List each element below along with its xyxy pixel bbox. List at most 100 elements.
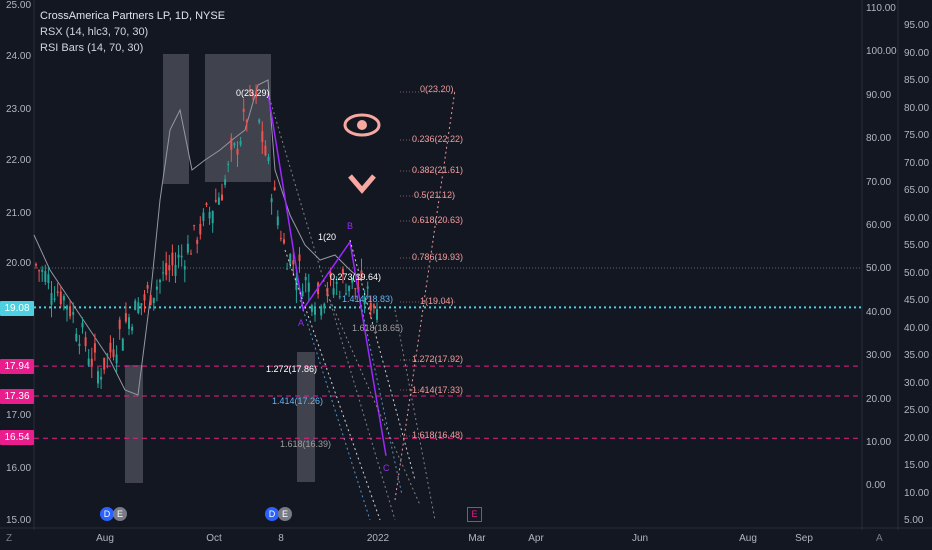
candle-64 [230,133,233,163]
fib-left-label: 1.618(16.39) [280,439,332,449]
candle-body [100,376,103,380]
candle-body [69,306,72,317]
fib-right-label: 1(19.04) [420,296,454,306]
candle-body [372,304,375,308]
time-tick[interactable]: Aug [96,533,114,544]
time-tick[interactable]: Mar [468,533,486,544]
candle-43 [165,251,168,281]
elliott-wave-path [267,92,387,456]
candle-body [87,358,90,366]
candle-103 [351,277,354,290]
candle-body [304,276,307,281]
fib-right-label: 0.786(19.93) [412,252,464,262]
candle-body [112,349,115,357]
candle-44 [168,254,171,283]
candle-body [248,89,251,93]
corner-left[interactable]: Z [6,533,13,544]
candle-23 [103,357,106,375]
candle-body [155,286,158,290]
candle-25 [109,335,112,359]
candle-58 [211,210,214,233]
candle-75 [264,140,267,157]
candle-16 [81,317,84,334]
candle-body [47,274,50,284]
rsi-zone-box-4 [297,352,315,482]
time-tick[interactable]: Jun [631,533,649,544]
candle-87 [301,283,304,297]
projection-line-5 [349,239,416,481]
candle-body [230,138,233,150]
candle-body [298,254,301,261]
candle-body [53,298,56,300]
candle-body [41,269,44,272]
time-tick[interactable]: Sep [795,533,813,544]
candle-56 [205,202,208,208]
candle-81 [283,232,285,245]
candle-body [326,287,329,297]
candle-body [190,253,192,255]
candle-27 [115,345,118,373]
candle-body [307,282,310,292]
time-tick[interactable]: 8 [278,533,284,544]
candle-body [363,301,366,305]
rsx-tick: 20.00 [866,393,892,405]
candle-6 [50,281,53,318]
candle-body [354,288,357,290]
candle-body [369,302,372,311]
time-tick[interactable]: Apr [528,533,544,544]
fib-left-label: 1.618(18.65) [352,323,404,333]
candle-72 [255,84,258,105]
auto-scale-button[interactable]: A [876,533,883,544]
candle-body [131,326,134,331]
candle-71 [252,92,254,101]
projection-line-4 [329,299,421,506]
candle-body [193,225,196,227]
candle-93 [320,304,323,320]
candle-15 [78,334,81,355]
candle-body [227,163,230,165]
time-tick[interactable]: Aug [739,533,757,544]
candle-29 [121,337,124,351]
candle-37 [146,281,149,294]
candle-body [261,131,264,143]
candle-94 [323,302,326,314]
candle-102 [348,285,351,297]
candle-body [134,300,137,311]
price-tick: 22.00 [6,155,32,166]
fib-right-label: 0.236(22.22) [412,134,464,144]
time-tick[interactable]: Oct [206,533,222,544]
rsi-tick: 90.00 [904,47,930,59]
projection-line-6 [359,299,403,496]
candle-86 [298,247,301,273]
candle-5 [47,266,50,290]
earnings-marker[interactable]: E [113,507,127,521]
candle-99 [338,290,341,300]
candle-body [221,194,223,201]
chart-legend: CrossAmerica Partners LP, 1D, NYSE RSX (… [40,8,225,56]
candle-body [66,305,68,310]
candle-104 [354,287,357,300]
candle-24 [106,352,109,369]
rsx-tick: 40.00 [866,306,892,318]
dividend-marker[interactable]: D [100,507,114,521]
rsx-tick: 10.00 [866,437,892,448]
earnings-marker[interactable]: E [278,507,292,521]
candle-body [211,211,214,224]
rsi-zone-box-3 [125,365,143,483]
candle-55 [202,208,205,227]
candle-body [124,313,127,322]
time-tick[interactable]: 2022 [366,533,390,544]
rsi-tick: 15.00 [904,460,930,471]
earnings-upcoming-marker[interactable]: E [467,507,482,522]
rsx-line [33,79,363,396]
rsi-tick: 5.00 [904,515,924,526]
candle-79 [276,210,279,230]
dividend-marker[interactable]: D [265,507,279,521]
candle-9 [59,285,62,308]
candle-body [348,285,351,292]
candle-body [332,288,335,295]
candle-57 [208,206,211,225]
candle-body [115,354,118,364]
fib-right-label: 0.5(21.12) [414,190,456,200]
